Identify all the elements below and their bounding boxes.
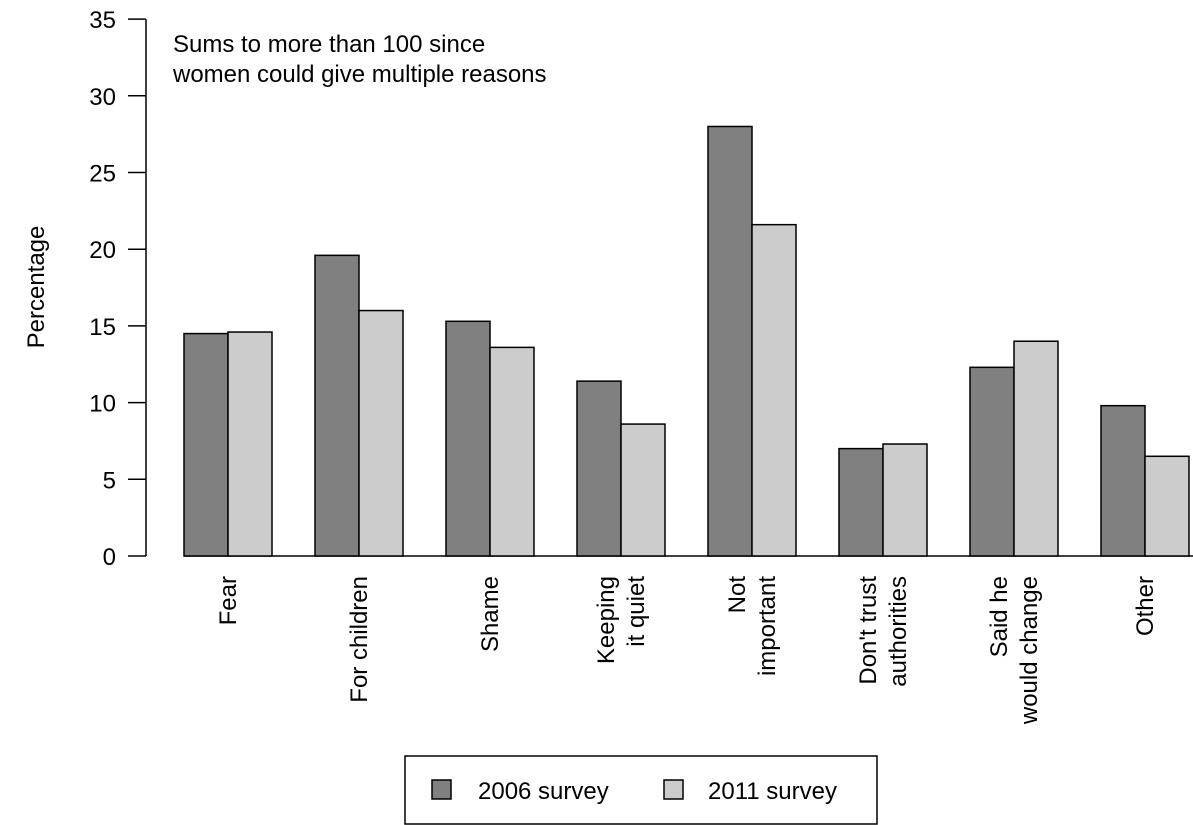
y-tick-label: 5 — [103, 467, 116, 494]
bar-2011-6 — [1013, 340, 1059, 557]
bar-2006-6 — [969, 366, 1015, 557]
y-axis: 0 5 10 15 20 25 30 35 — [89, 7, 147, 571]
category-label-line: Not — [724, 576, 751, 614]
y-tick-label: 15 — [89, 314, 116, 341]
bar-2006-4 — [707, 125, 753, 557]
annotation-text: Sums to more than 100 since women could g… — [172, 31, 547, 88]
bar-2006-1 — [314, 254, 360, 557]
legend-label-2006: 2006 survey — [478, 778, 609, 805]
category-label-line: Said he — [986, 576, 1013, 657]
category-label-line: Shame — [477, 576, 504, 652]
annotation-line: women could give multiple reasons — [172, 61, 547, 88]
category-label-line: would change — [1016, 576, 1043, 725]
bar-2011-5 — [882, 443, 928, 557]
y-tick-label: 0 — [103, 544, 116, 571]
category-label-line: For children — [346, 576, 373, 703]
category-label: For children — [346, 576, 373, 703]
y-tick-label: 30 — [89, 84, 116, 111]
bar-2011-4 — [751, 223, 797, 557]
bar-2011-0 — [227, 331, 273, 557]
y-tick-label: 25 — [89, 161, 116, 188]
category-label: Fear — [215, 576, 242, 625]
bar-2011-7 — [1144, 455, 1190, 557]
bar-2011-2 — [489, 346, 535, 557]
category-label-line: Don't trust — [855, 576, 882, 685]
y-tick-label: 20 — [89, 237, 116, 264]
y-tick-label: 35 — [89, 7, 116, 34]
category-label: Said he would change — [986, 576, 1043, 725]
category-label-line: Keeping — [593, 576, 620, 664]
legend-swatch-2011 — [663, 779, 684, 800]
legend-box — [404, 755, 878, 825]
category-label: Other — [1132, 576, 1159, 636]
bar-2006-7 — [1100, 404, 1146, 557]
y-axis-label: Percentage — [23, 226, 50, 349]
bars — [183, 125, 1193, 557]
category-label-line: Fear — [215, 576, 242, 625]
category-label-line: it quiet — [623, 576, 650, 647]
category-label-line: authorities — [885, 576, 912, 687]
category-label-line: Other — [1132, 576, 1159, 636]
category-label: Shame — [477, 576, 504, 652]
bar-2006-0 — [183, 332, 229, 557]
category-label: Not important — [724, 576, 781, 676]
bar-2011-3 — [620, 423, 666, 557]
category-label-line: important — [754, 576, 781, 676]
y-tick-label: 10 — [89, 391, 116, 418]
bar-2006-5 — [838, 447, 884, 557]
legend-swatch-2006 — [431, 779, 452, 800]
category-label: Keeping it quiet — [593, 576, 650, 664]
legend: 2006 survey 2011 survey — [404, 755, 878, 825]
category-label: Don't trust authorities — [855, 576, 912, 687]
legend-label-2011: 2011 survey — [708, 778, 837, 805]
category-labels: Fear For children Shame Keeping it quiet Not i… — [215, 576, 1159, 725]
bar-2006-3 — [576, 380, 622, 557]
annotation-line: Sums to more than 100 since — [173, 31, 485, 58]
bar-2006-2 — [445, 320, 491, 557]
bar-2011-1 — [358, 309, 404, 557]
